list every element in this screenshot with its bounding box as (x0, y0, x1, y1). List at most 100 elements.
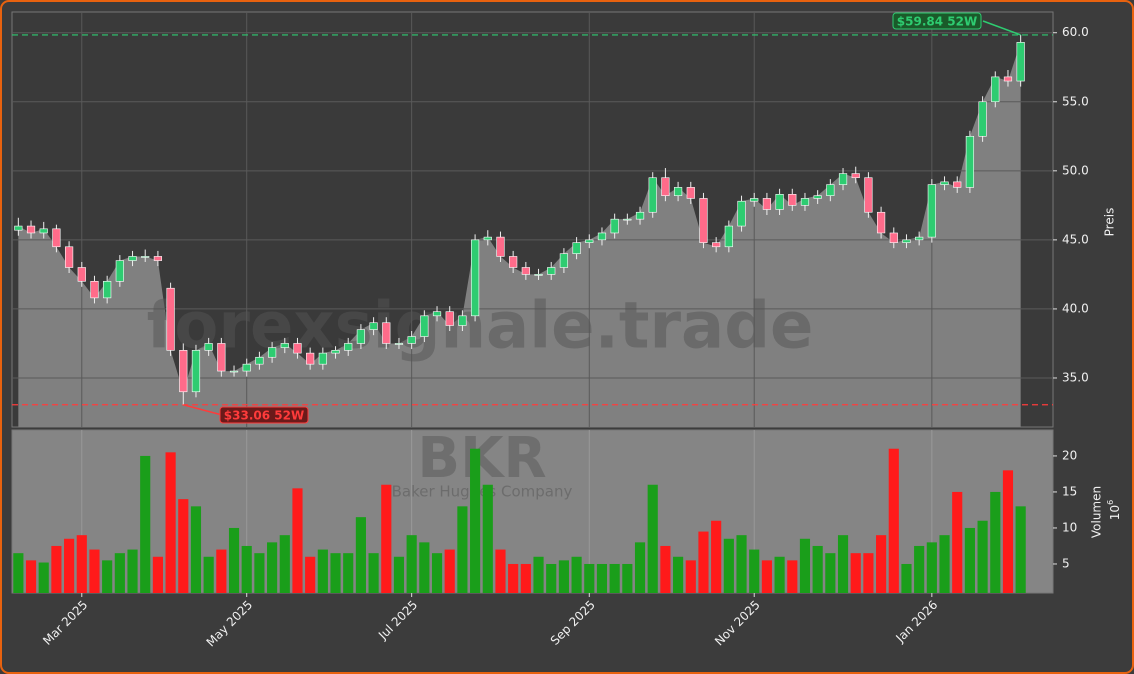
volume-bar (647, 484, 658, 593)
candle-body (800, 198, 810, 206)
y2-tick-label: 20 (1062, 448, 1077, 462)
annotation-arrow (183, 404, 223, 416)
volume-bar (660, 545, 671, 593)
candle-body (179, 350, 188, 393)
volume-bar (698, 531, 709, 593)
candle-body (597, 232, 607, 241)
y-tick-label: 55.0 (1062, 94, 1089, 108)
volume-bar (38, 562, 49, 593)
candle-body (572, 242, 581, 254)
volume-bar (774, 556, 785, 593)
volume-bar (203, 556, 214, 593)
volume-bar (292, 488, 303, 593)
volume-bar (558, 560, 569, 593)
volume-bar (914, 545, 925, 593)
volume-bar (546, 563, 557, 593)
volume-bar (140, 455, 151, 593)
volume-bar (317, 549, 328, 593)
y-tick-label: 40.0 (1062, 301, 1089, 315)
candle-body (242, 363, 251, 372)
candle-body (826, 184, 835, 196)
volume-bar (228, 527, 240, 593)
candle-body (470, 239, 480, 317)
candle-body (1003, 76, 1013, 82)
volume-bar (102, 560, 113, 593)
candle-body (14, 225, 23, 231)
candle-body (775, 193, 784, 210)
candle-body (128, 256, 137, 261)
candle-body (547, 267, 556, 275)
volume-bar (152, 556, 163, 593)
volume-bar (673, 556, 684, 593)
candle-body (280, 343, 289, 348)
volume-bar (127, 549, 138, 593)
volume-bar (964, 527, 975, 593)
volume-bar (711, 520, 722, 593)
y2-unit-base: 10 (1108, 505, 1122, 520)
candle-body (712, 242, 721, 248)
volume-bar (368, 553, 379, 593)
candle-body (382, 322, 391, 344)
candle-body (217, 343, 226, 372)
candle-body (39, 228, 48, 234)
company-watermark: Baker Hughes Company (392, 483, 573, 501)
candle-body (864, 177, 873, 213)
volume-bar (508, 563, 519, 593)
candle-body (635, 211, 645, 220)
candle-body (293, 343, 302, 354)
volume-bar (584, 563, 595, 593)
candle-body (141, 256, 150, 258)
candle-body (445, 311, 454, 326)
candle-body (737, 200, 746, 227)
candle-body (927, 184, 936, 238)
watermark: forexsignale.trade (147, 290, 814, 364)
y-axis-label: Preis (1103, 208, 1117, 237)
candle-body (204, 343, 213, 351)
candle-body (26, 225, 36, 234)
candle-body (965, 135, 975, 188)
volume-bar (812, 545, 823, 593)
volume-bar (470, 448, 481, 593)
volume-bar (850, 553, 861, 593)
volume-bar (977, 520, 988, 593)
y-tick-label: 45.0 (1062, 232, 1089, 246)
volume-bar (89, 549, 100, 593)
volume-bar (431, 553, 443, 593)
candle-body (394, 343, 404, 345)
candle-body (750, 198, 759, 202)
volume-bar (25, 560, 37, 593)
candle-body (267, 347, 277, 358)
volume-bar (444, 549, 455, 593)
y2-tick-label: 15 (1062, 484, 1077, 498)
volume-bar (736, 535, 747, 593)
candle-body (166, 287, 175, 351)
volume-bar (305, 556, 316, 593)
candle-body (902, 239, 911, 243)
candle-body (813, 195, 822, 199)
candle-body (953, 181, 962, 188)
volume-bar (64, 538, 75, 593)
ticker-watermark: BKR (417, 426, 546, 491)
volume-bar (406, 535, 417, 593)
y2-unit: 106 (1106, 500, 1122, 520)
y2-tick-label: 5 (1062, 556, 1070, 570)
volume-bar (837, 535, 849, 593)
volume-bar (178, 499, 189, 593)
volume-bar (279, 535, 290, 593)
candle-body (255, 356, 264, 365)
annotation-arrow (982, 20, 1021, 36)
candle-body (623, 218, 632, 221)
candle-body (369, 322, 378, 330)
volume-bar (457, 506, 468, 593)
volume-bar (901, 563, 912, 593)
candle-body (407, 336, 416, 344)
volume-bar (799, 538, 811, 593)
volume-bar (254, 553, 265, 593)
volume-bar (990, 491, 1001, 593)
candle-body (64, 246, 74, 268)
candle-body (356, 329, 366, 344)
volume-bar (749, 549, 760, 593)
volume-bar (114, 553, 125, 593)
volume-bar (863, 553, 874, 593)
volume-bar (761, 560, 772, 593)
